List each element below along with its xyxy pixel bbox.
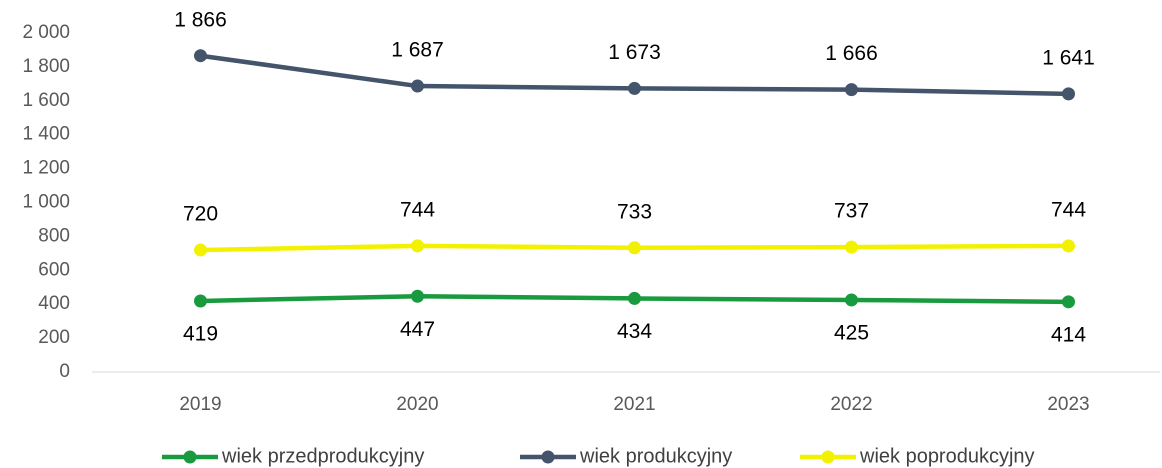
legend-label: wiek produkcyjny bbox=[579, 445, 732, 467]
legend-label: wiek poprodukcyjny bbox=[859, 445, 1035, 467]
data-label: 447 bbox=[400, 318, 435, 341]
y-tick-label: 1 800 bbox=[22, 56, 70, 77]
data-label: 744 bbox=[400, 198, 435, 221]
legend-marker bbox=[541, 450, 555, 464]
point bbox=[845, 240, 858, 254]
y-tick-label: 200 bbox=[38, 327, 70, 348]
x-tick-label: 2023 bbox=[1047, 394, 1089, 415]
point bbox=[411, 79, 424, 93]
point bbox=[411, 289, 424, 303]
data-label: 414 bbox=[1051, 323, 1086, 346]
data-label: 1 673 bbox=[608, 41, 661, 64]
y-tick-label: 400 bbox=[38, 293, 70, 314]
point bbox=[1062, 295, 1075, 309]
data-label: 720 bbox=[183, 203, 218, 226]
x-tick-label: 2019 bbox=[179, 394, 221, 415]
point bbox=[628, 241, 641, 255]
y-tick-label: 1 000 bbox=[22, 192, 70, 213]
point bbox=[845, 83, 858, 97]
data-label: 1 641 bbox=[1042, 46, 1095, 69]
y-tick-label: 1 400 bbox=[22, 124, 70, 145]
data-label: 1 866 bbox=[174, 8, 227, 31]
data-label: 1 666 bbox=[825, 42, 878, 65]
point bbox=[845, 293, 858, 307]
point bbox=[628, 81, 641, 95]
data-label: 737 bbox=[834, 200, 869, 223]
y-tick-label: 1 200 bbox=[22, 158, 70, 179]
point bbox=[194, 294, 207, 308]
point bbox=[411, 239, 424, 253]
y-tick-label: 800 bbox=[38, 225, 70, 246]
point bbox=[1062, 87, 1075, 101]
data-label: 434 bbox=[617, 320, 652, 343]
y-tick-label: 600 bbox=[38, 259, 70, 280]
point bbox=[628, 291, 641, 305]
data-label: 425 bbox=[834, 322, 869, 345]
point bbox=[194, 49, 207, 63]
point bbox=[1062, 239, 1075, 253]
x-tick-label: 2020 bbox=[396, 394, 438, 415]
x-tick-label: 2021 bbox=[613, 394, 655, 415]
data-label: 733 bbox=[617, 200, 652, 223]
y-tick-label: 1 600 bbox=[22, 90, 70, 111]
data-label: 1 687 bbox=[391, 39, 444, 62]
point bbox=[194, 243, 207, 257]
legend-label: wiek przedprodukcyjny bbox=[221, 445, 424, 467]
y-tick-label: 0 bbox=[59, 361, 70, 382]
legend-marker bbox=[183, 450, 197, 464]
data-label: 419 bbox=[183, 323, 218, 346]
data-label: 744 bbox=[1051, 198, 1086, 221]
x-tick-label: 2022 bbox=[830, 394, 872, 415]
y-tick-label: 2 000 bbox=[22, 22, 70, 43]
legend-marker bbox=[821, 450, 835, 464]
